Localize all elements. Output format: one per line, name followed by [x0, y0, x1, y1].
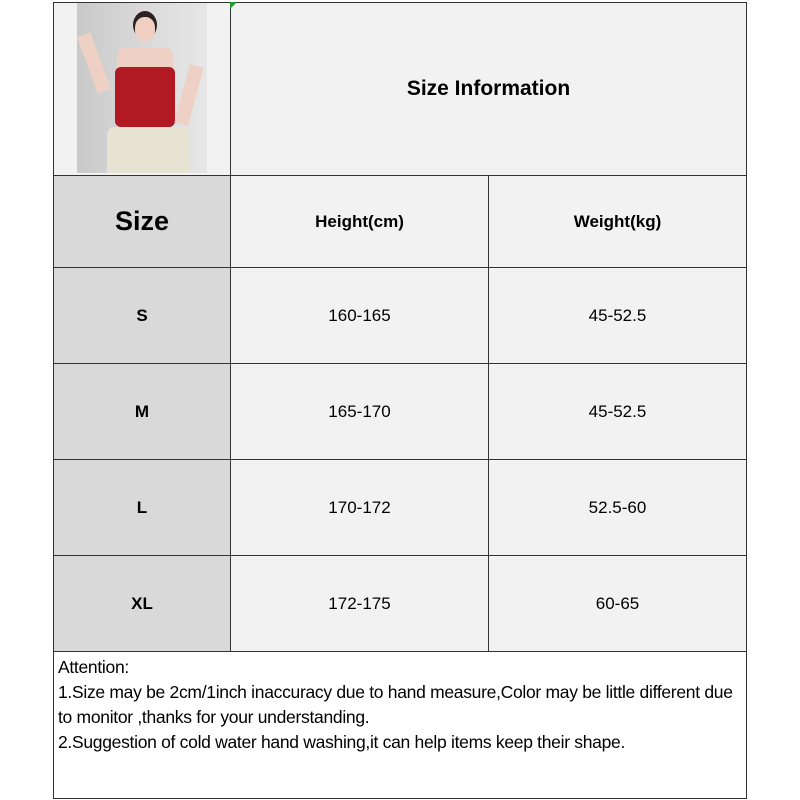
weight-cell: 52.5-60	[488, 459, 747, 556]
height-cell: 172-175	[230, 555, 489, 652]
size-cell: M	[53, 363, 231, 460]
size-information-title: Size Information	[230, 2, 747, 176]
weight-cell: 60-65	[488, 555, 747, 652]
notes-heading: Attention:	[58, 657, 129, 677]
column-header-weight: Weight(kg)	[488, 175, 747, 268]
note-line: 2.Suggestion of cold water hand washing,…	[58, 732, 626, 752]
product-photo	[77, 3, 207, 173]
size-cell: XL	[53, 555, 231, 652]
note-line: 1.Size may be 2cm/1inch inaccuracy due t…	[58, 682, 733, 727]
cell-marker-icon	[230, 2, 237, 9]
column-header-height: Height(cm)	[230, 175, 489, 268]
height-cell: 160-165	[230, 267, 489, 364]
size-cell: L	[53, 459, 231, 556]
size-cell: S	[53, 267, 231, 364]
weight-cell: 45-52.5	[488, 267, 747, 364]
attention-notes: Attention: 1.Size may be 2cm/1inch inacc…	[53, 651, 747, 799]
weight-cell: 45-52.5	[488, 363, 747, 460]
height-cell: 170-172	[230, 459, 489, 556]
height-cell: 165-170	[230, 363, 489, 460]
column-header-size: Size	[53, 175, 231, 268]
